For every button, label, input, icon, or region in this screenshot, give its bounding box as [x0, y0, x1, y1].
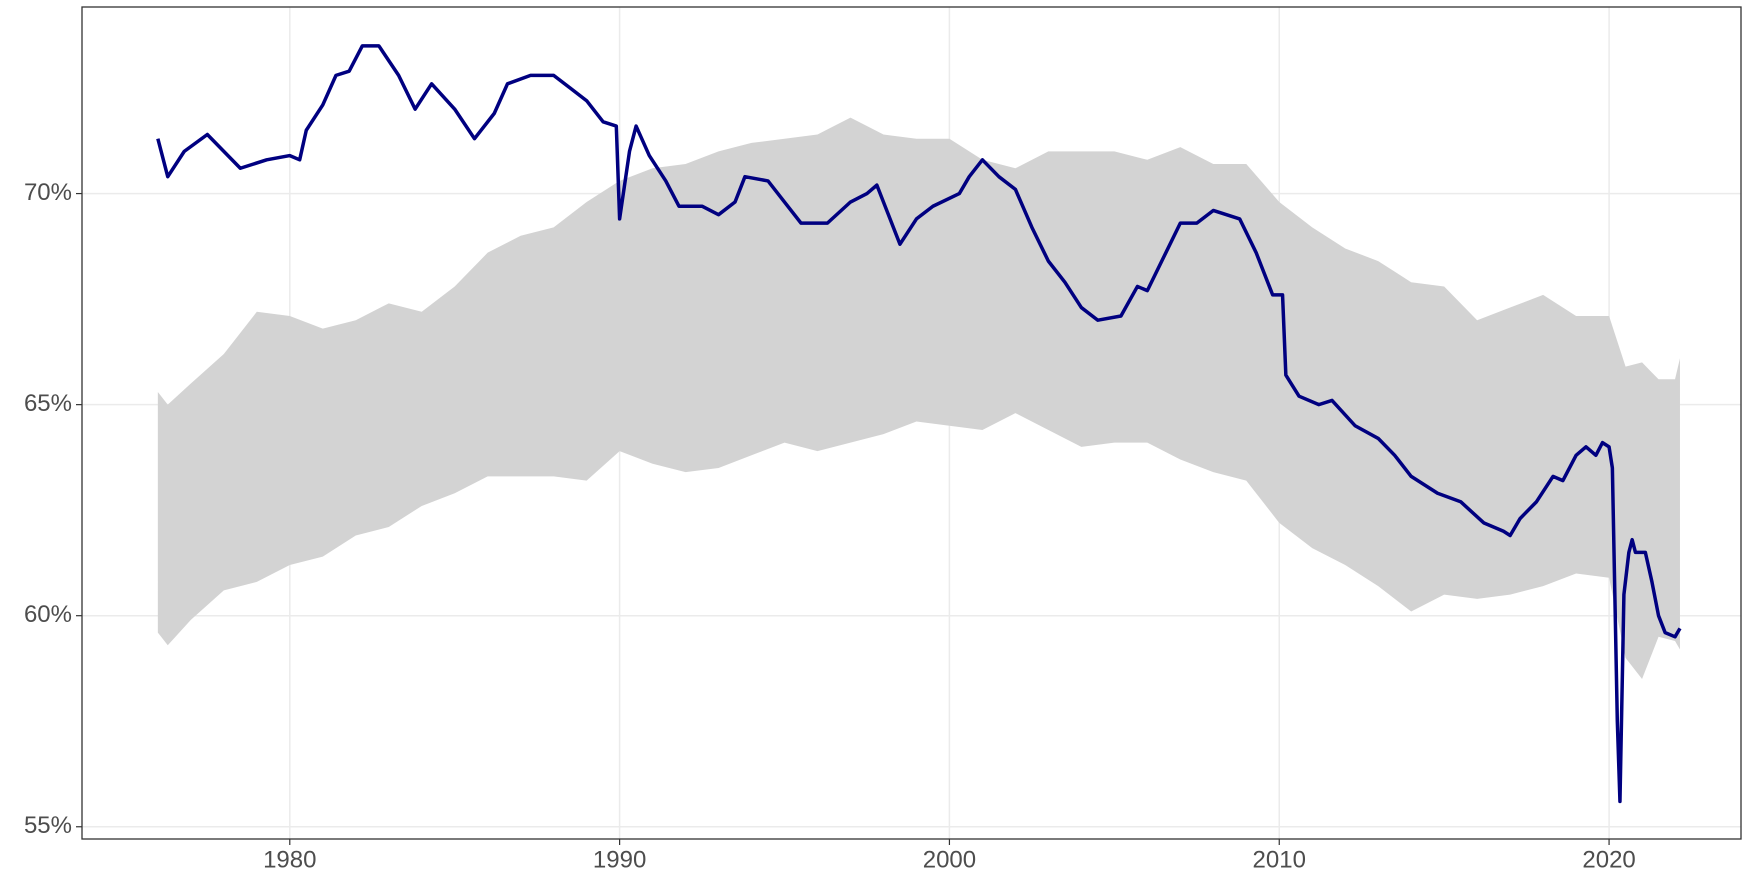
data-line — [156, 44, 1682, 804]
y-tick-label: 60% — [24, 601, 72, 628]
x-tick-label: 2000 — [923, 846, 976, 873]
y-tick-label: 65% — [24, 390, 72, 417]
x-tick-label: 1980 — [263, 846, 316, 873]
axis-layer: 55% 60% 65% 70% 1980 1990 2000 2010 2020 — [24, 179, 1636, 873]
y-tick-label: 55% — [24, 812, 72, 839]
range-band — [157, 117, 1680, 680]
y-tick-label: 70% — [24, 179, 72, 206]
x-tick-label: 1990 — [593, 846, 646, 873]
panel-border — [81, 6, 1742, 840]
data-layer — [156, 44, 1682, 804]
x-tick-label: 2020 — [1582, 846, 1635, 873]
x-tick-label: 2010 — [1253, 846, 1306, 873]
